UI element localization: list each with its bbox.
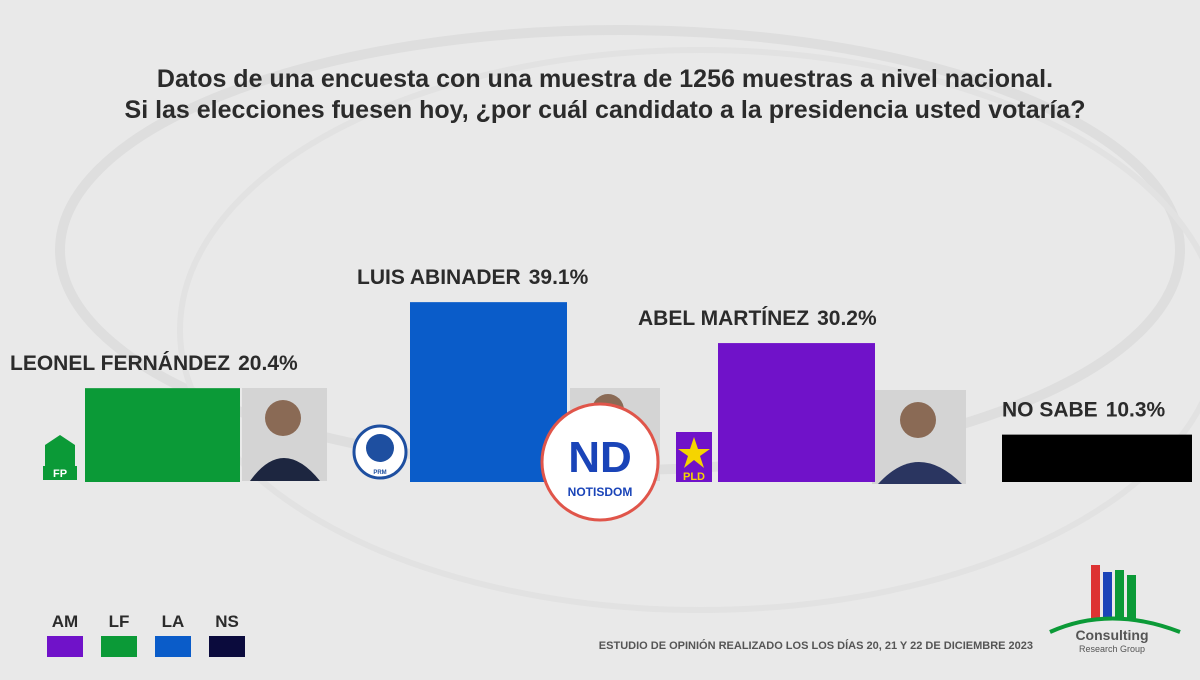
category-label: LUIS ABINADER bbox=[357, 266, 521, 289]
value-label: 20.4% bbox=[238, 352, 298, 375]
legend-swatch bbox=[209, 636, 245, 657]
fp-logo: FP bbox=[43, 435, 77, 480]
bar bbox=[718, 343, 875, 482]
legend-label: AM bbox=[52, 612, 78, 631]
logo-text: Research Group bbox=[1079, 644, 1145, 654]
logo-text: PRM bbox=[373, 470, 386, 476]
logo-text: PLD bbox=[683, 471, 705, 483]
bar bbox=[1002, 434, 1192, 482]
bar bbox=[410, 302, 567, 482]
category-label: ABEL MARTÍNEZ bbox=[638, 307, 809, 330]
legend: AM LF LA NS bbox=[47, 612, 245, 657]
pld-logo: PLD bbox=[676, 432, 712, 483]
legend-label: LA bbox=[162, 612, 185, 631]
category-label: LEONEL FERNÁNDEZ bbox=[10, 352, 230, 375]
watermark-text: NOTISDOM bbox=[568, 485, 633, 499]
category-label: NO SABE bbox=[1002, 399, 1098, 422]
title-line: Si las elecciones fuesen hoy, ¿por cuál … bbox=[125, 96, 1086, 124]
footer: ESTUDIO DE OPINIÓN REALIZADO LOS LOS DÍA… bbox=[599, 639, 1033, 652]
bar-label: LEONEL FERNÁNDEZ 20.4% bbox=[10, 352, 298, 375]
legend-swatch bbox=[155, 636, 191, 657]
bars: LEONEL FERNÁNDEZ 20.4% LUIS ABINADER 39.1% A… bbox=[10, 266, 1192, 482]
legend-swatch bbox=[47, 636, 83, 657]
watermark-mark: ND bbox=[568, 433, 632, 482]
logo-text: Consulting bbox=[1075, 627, 1148, 643]
bar-label: ABEL MARTÍNEZ 30.2% bbox=[638, 307, 877, 330]
legend-label: NS bbox=[215, 612, 239, 631]
value-label: 10.3% bbox=[1106, 399, 1166, 422]
legend-label: LF bbox=[109, 612, 130, 631]
bar-label: NO SABE 10.3% bbox=[1002, 399, 1166, 422]
legend-swatch bbox=[101, 636, 137, 657]
bar bbox=[85, 388, 240, 482]
prm-logo: PRM bbox=[352, 424, 408, 480]
consulting-logo: Consulting Research Group bbox=[1049, 565, 1181, 654]
value-label: 30.2% bbox=[817, 307, 877, 330]
decor-arc bbox=[177, 47, 1200, 613]
value-label: 39.1% bbox=[529, 266, 589, 289]
logo-text: FP bbox=[53, 468, 67, 480]
title-line: Datos de una encuesta con una muestra de… bbox=[157, 65, 1053, 93]
bar-label: LUIS ABINADER 39.1% bbox=[357, 266, 589, 289]
watermark: ND NOTISDOM bbox=[540, 402, 660, 522]
